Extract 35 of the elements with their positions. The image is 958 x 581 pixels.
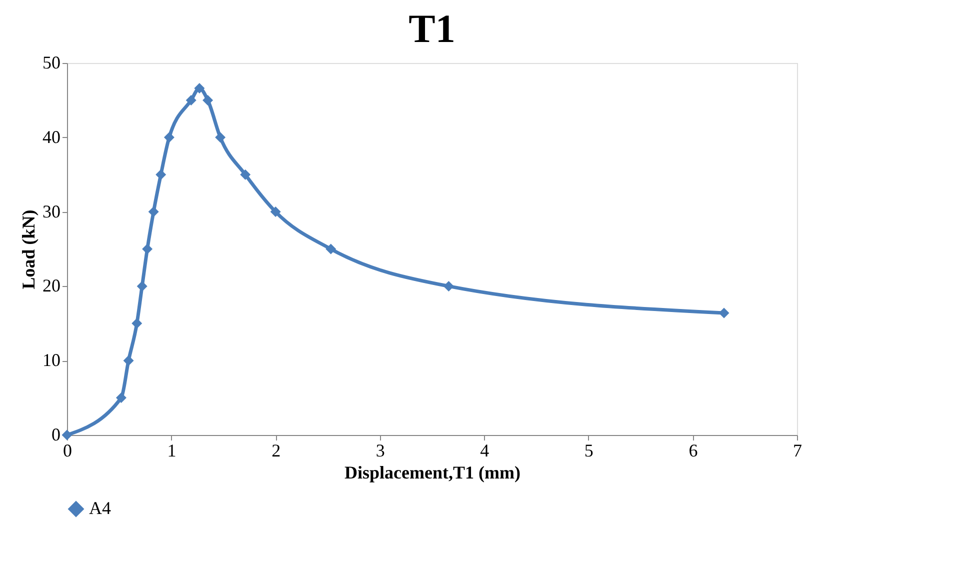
legend-label: A4: [89, 498, 111, 518]
point: [156, 169, 166, 180]
point: [164, 132, 174, 143]
point: [62, 430, 72, 440]
point: [132, 318, 142, 329]
point: [148, 206, 159, 218]
y-tick-label: 10: [42, 350, 60, 370]
point: [116, 392, 126, 404]
y-tick-label: 30: [42, 201, 60, 222]
point: [202, 94, 214, 106]
x-tick-label: 1: [167, 440, 176, 460]
y-axis-title: Load (kN): [18, 210, 38, 290]
point: [186, 94, 196, 106]
point: [718, 308, 730, 318]
y-tick-label: 40: [42, 126, 60, 147]
point: [194, 83, 205, 94]
point: [270, 206, 281, 218]
point: [142, 244, 153, 254]
x-tick-label: 6: [688, 440, 698, 460]
x-tick-label: 3: [376, 440, 385, 460]
x-tick-label: 2: [272, 440, 281, 460]
y-tick-label: 0: [52, 424, 60, 444]
y-tick-label: 20: [42, 276, 60, 296]
point: [240, 169, 251, 180]
chart-title: T1: [408, 6, 456, 51]
point: [136, 280, 148, 292]
x-tick-label: 4: [480, 440, 490, 460]
x-tick-label: 5: [584, 440, 594, 460]
x-tick-label: 7: [793, 440, 802, 460]
point: [215, 132, 226, 143]
y-tick-label: 50: [42, 52, 60, 72]
x-axis-title: Displacement,T1 (mm): [344, 462, 520, 482]
point: [123, 355, 134, 366]
point: [326, 244, 336, 254]
point: [443, 280, 454, 292]
